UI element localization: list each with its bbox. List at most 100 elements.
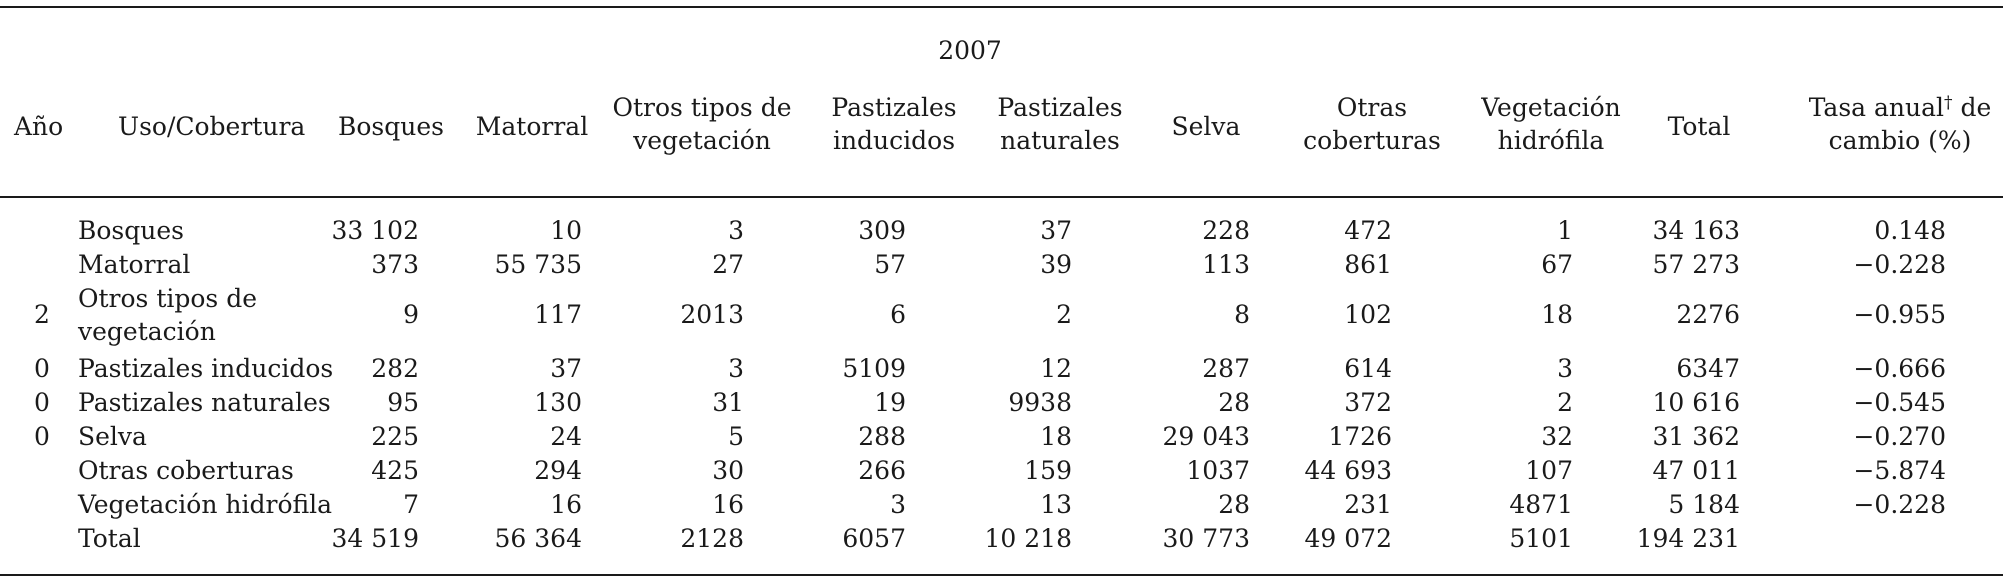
table-cell: 10 616: [1652, 388, 1740, 417]
header-line: Total: [1667, 112, 1731, 141]
table-cell: 266: [858, 456, 906, 485]
header-line: Bosques: [338, 112, 444, 141]
table-cell: −0.228: [1853, 490, 1946, 519]
row-label-line: Matorral: [78, 250, 191, 279]
row-label: Otros tipos de vegetación: [78, 282, 338, 348]
row-label-line: Pastizales naturales: [78, 388, 331, 417]
table-cell: 194 231: [1636, 524, 1740, 553]
year-digit: 0: [34, 388, 50, 417]
table-cell: 31: [712, 388, 744, 417]
table-cell: −0.270: [1853, 422, 1946, 451]
table-cell: −0.545: [1853, 388, 1946, 417]
table-cell: 159: [1024, 456, 1072, 485]
table-cell: 5: [728, 422, 744, 451]
table-cell: 102: [1344, 300, 1392, 329]
header-line: Selva: [1171, 112, 1241, 141]
table-cell: 5109: [842, 354, 906, 383]
year-digit: 2: [34, 300, 50, 329]
row-label: Vegetación hidrófila: [78, 488, 338, 521]
row-label-line: Pastizales inducidos: [78, 354, 334, 383]
row-label-line: Vegetación hidrófila: [78, 490, 333, 519]
table-cell: 107: [1525, 456, 1573, 485]
table-cell: 6: [890, 300, 906, 329]
header-total: Total: [1589, 110, 1809, 143]
table-cell: 30: [712, 456, 744, 485]
row-label: Selva: [78, 420, 338, 453]
table-cell: 309: [858, 216, 906, 245]
header-otros-tipos-vegetacion: Otros tipos de vegetación: [592, 91, 812, 157]
table-cell: 29 043: [1162, 422, 1250, 451]
table-cell: 0.148: [1874, 216, 1946, 245]
table-cell: 57 273: [1652, 250, 1740, 279]
header-line: naturales: [1000, 126, 1120, 155]
dagger-mark: †: [1944, 93, 1953, 113]
table-cell: 10 218: [984, 524, 1072, 553]
table-cell: 95: [387, 388, 419, 417]
table-cell: 56 364: [494, 524, 582, 553]
table-header-rule: [0, 196, 2003, 198]
table-cell: 113: [1202, 250, 1250, 279]
table-cell: 39: [1040, 250, 1072, 279]
table-cell: 130: [534, 388, 582, 417]
header-selva: Selva: [1096, 110, 1316, 143]
table-cell: 9: [403, 300, 419, 329]
table-cell: 19: [874, 388, 906, 417]
table-cell: 1726: [1328, 422, 1392, 451]
table-cell: 6347: [1676, 354, 1740, 383]
table-cell: 5 184: [1668, 490, 1740, 519]
table-cell: 3: [728, 354, 744, 383]
row-label: Matorral: [78, 248, 338, 281]
year-header: 2007: [938, 36, 1002, 65]
table-cell: 44 693: [1304, 456, 1392, 485]
table-cell: 34 519: [331, 524, 419, 553]
table-cell: 614: [1344, 354, 1392, 383]
table-cell: 16: [550, 490, 582, 519]
row-label-line: Otras coberturas: [78, 456, 294, 485]
table-cell: 13: [1040, 490, 1072, 519]
table-cell: 861: [1344, 250, 1392, 279]
table-cell: 24: [550, 422, 582, 451]
table-cell: 7: [403, 490, 419, 519]
table-cell: 287: [1202, 354, 1250, 383]
table-cell: 28: [1218, 490, 1250, 519]
row-label: Otras coberturas: [78, 454, 338, 487]
table-cell: 32: [1541, 422, 1573, 451]
table-cell: 12: [1040, 354, 1072, 383]
table-cell: 3: [890, 490, 906, 519]
table-cell: 18: [1541, 300, 1573, 329]
table-cell: 18: [1040, 422, 1072, 451]
table-cell: 372: [1344, 388, 1392, 417]
header-line: Pastizales: [997, 93, 1123, 122]
table-cell: 1: [1557, 216, 1573, 245]
header-line: inducidos: [832, 126, 956, 155]
table-cell: −0.228: [1853, 250, 1946, 279]
header-line: Otros tipos de: [612, 93, 792, 122]
table-cell: 6057: [842, 524, 906, 553]
row-label-line: Bosques: [78, 216, 184, 245]
table-cell: −5.874: [1853, 456, 1946, 485]
table-cell: 33 102: [331, 216, 419, 245]
table-cell: 231: [1344, 490, 1392, 519]
header-line: Vegetación: [1481, 93, 1621, 122]
header-matorral: Matorral: [422, 110, 642, 143]
table-cell: 2128: [680, 524, 744, 553]
header-line: hidrófila: [1497, 126, 1605, 155]
table-cell: 294: [534, 456, 582, 485]
header-line: Otras: [1336, 93, 1408, 122]
table-cell: 225: [371, 422, 419, 451]
table-cell: 288: [858, 422, 906, 451]
table-cell: 472: [1344, 216, 1392, 245]
table-cell: 49 072: [1304, 524, 1392, 553]
table-cell: 2276: [1676, 300, 1740, 329]
header-tasa: Tasa anual† de cambio (%): [1800, 91, 2000, 157]
table-cell: 228: [1202, 216, 1250, 245]
table-cell: 34 163: [1652, 216, 1740, 245]
table-cell: 9938: [1008, 388, 1072, 417]
table-cell: 2: [1056, 300, 1072, 329]
row-label-line: Total: [78, 524, 141, 553]
table-cell: 31 362: [1652, 422, 1740, 451]
table-cell: 117: [534, 300, 582, 329]
header-pastizales-naturales: Pastizales naturales: [950, 91, 1170, 157]
table-cell: −0.955: [1853, 300, 1946, 329]
table-cell: 373: [371, 250, 419, 279]
